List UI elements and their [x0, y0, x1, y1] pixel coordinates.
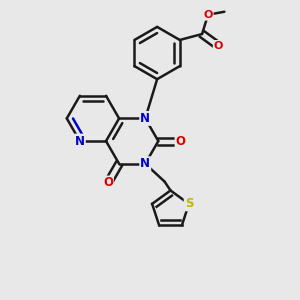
Text: O: O	[214, 41, 223, 51]
Text: N: N	[140, 112, 150, 125]
Text: O: O	[103, 176, 113, 190]
Text: O: O	[176, 135, 186, 148]
Text: N: N	[140, 157, 150, 170]
Text: S: S	[184, 197, 193, 210]
Text: O: O	[203, 10, 213, 20]
Text: N: N	[75, 135, 85, 148]
